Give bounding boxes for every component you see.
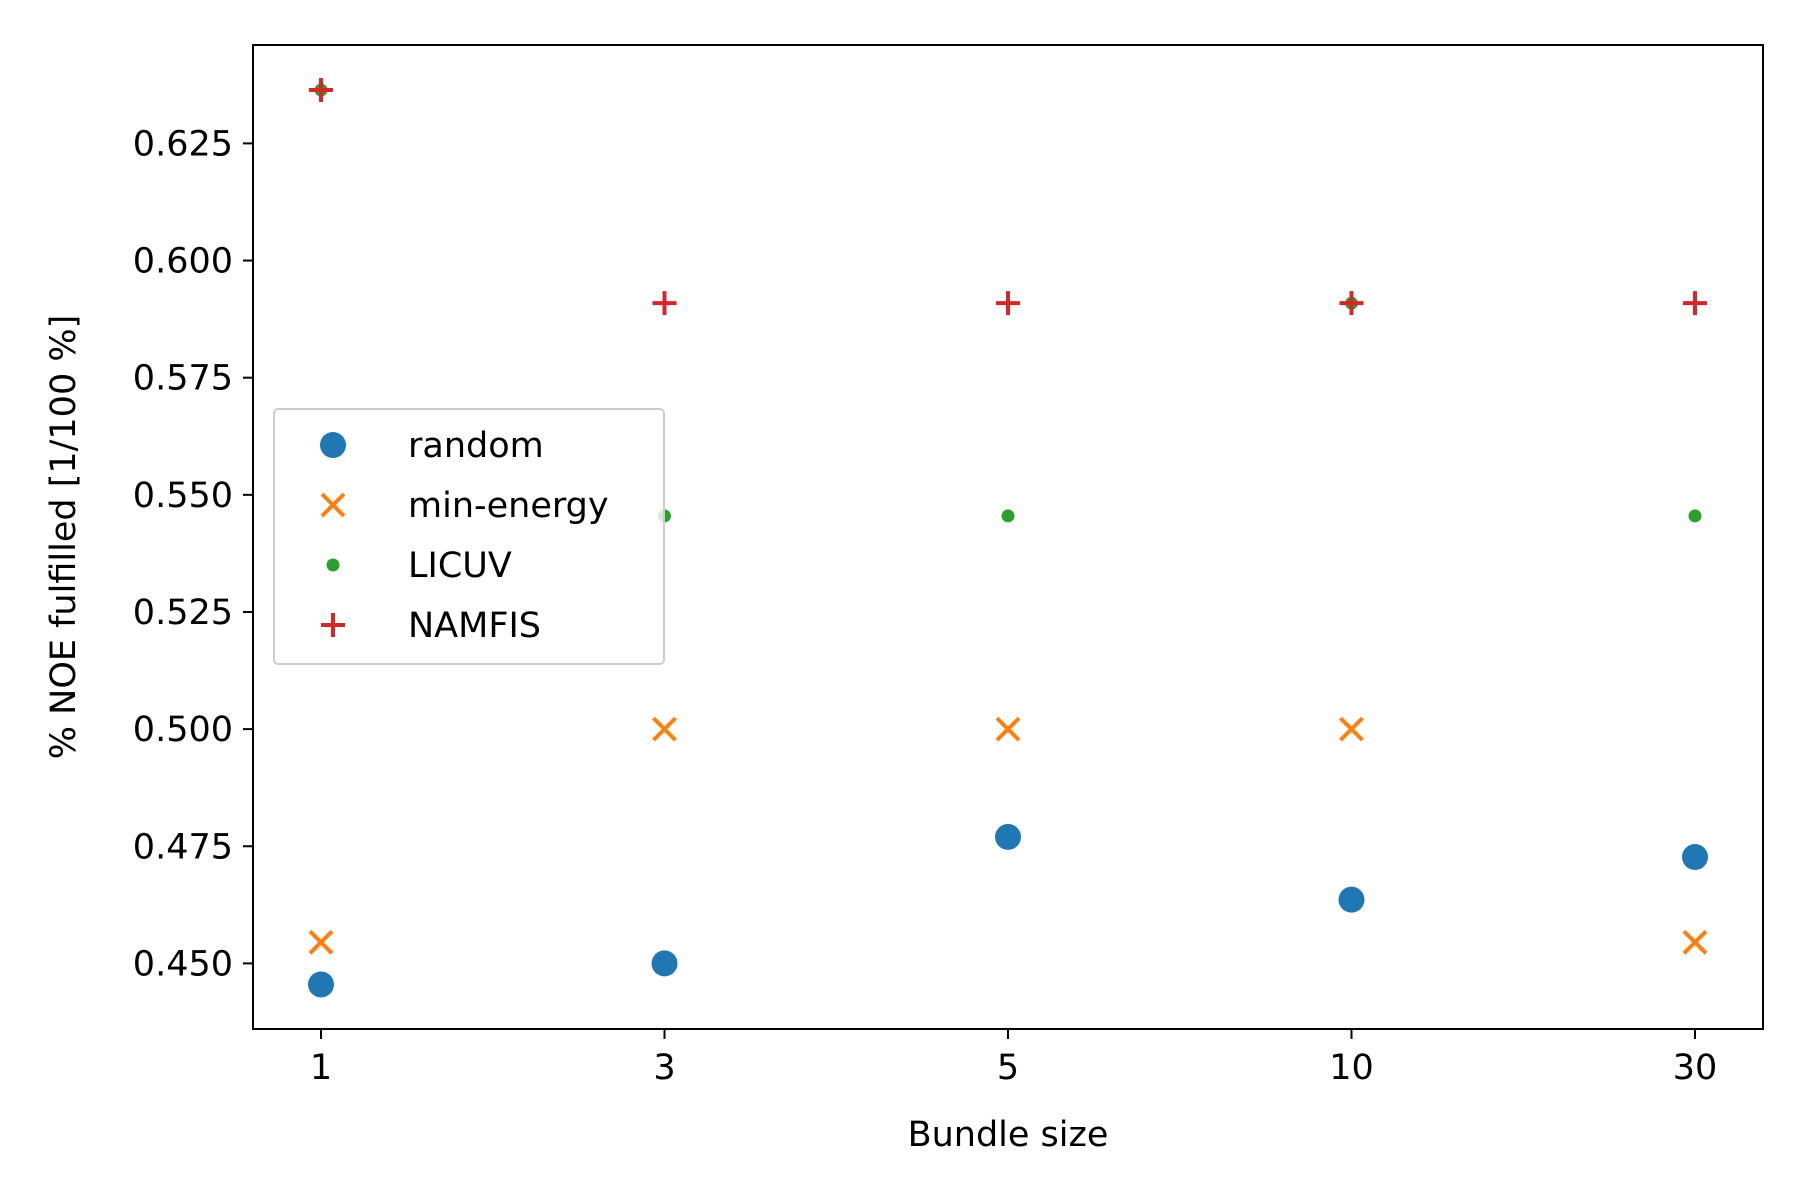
x-tick-label: 10 (1329, 1048, 1374, 1088)
legend-marker-namfis (321, 613, 345, 637)
data-point-random-10 (1338, 886, 1365, 913)
data-marks (308, 77, 1708, 998)
data-point-min-energy-10 (1339, 716, 1364, 742)
data-point-random-5 (995, 823, 1021, 850)
data-point-licuv-5 (1001, 509, 1015, 523)
data-point-random-3 (651, 950, 678, 977)
y-tick-label: 0.475 (133, 827, 233, 867)
data-point-namfis-30 (1683, 291, 1707, 316)
y-axis: 0.450 0.475 0.500 0.525 0.550 0.575 0.600 0.625 (133, 124, 253, 984)
legend-marker-random (320, 432, 346, 458)
data-point-namfis-3 (652, 291, 677, 316)
y-tick-label: 0.500 (133, 710, 233, 750)
data-point-min-energy-3 (652, 716, 677, 742)
data-point-licuv-30 (1688, 509, 1702, 523)
data-point-random-1 (308, 971, 334, 998)
legend-label-min-energy: min-energy (408, 486, 609, 526)
data-point-namfis-1 (309, 77, 333, 102)
y-tick-label: 0.550 (133, 476, 233, 516)
legend-label-namfis: NAMFIS (408, 606, 541, 646)
x-tick-label: 5 (997, 1048, 1019, 1088)
x-tick-label: 30 (1673, 1048, 1718, 1088)
y-tick-label: 0.600 (133, 242, 233, 282)
series-namfis (309, 77, 1707, 316)
y-tick-label: 0.625 (133, 124, 233, 164)
legend-label-random: random (408, 426, 544, 466)
x-tick-label: 1 (310, 1048, 332, 1088)
data-point-random-30 (1682, 844, 1708, 871)
data-point-namfis-5 (996, 291, 1020, 316)
legend-label-licuv: LICUV (408, 546, 512, 586)
legend-box (273, 408, 665, 665)
x-axis: 1 3 5 10 30 (310, 1029, 1717, 1088)
data-point-min-energy-5 (995, 716, 1021, 742)
series-min-energy (308, 716, 1708, 955)
y-axis-label: % NOE fulfilled [1/100 %] (44, 315, 84, 760)
legend-marker-licuv (326, 558, 340, 572)
data-point-namfis-10 (1339, 291, 1364, 316)
legend: random min-energy LICUV NAMFIS (273, 408, 665, 665)
y-tick-label: 0.450 (133, 944, 233, 984)
y-tick-label: 0.575 (133, 359, 233, 399)
legend-marker-min-energy (320, 492, 346, 518)
y-tick-label: 0.525 (133, 593, 233, 633)
x-tick-label: 3 (653, 1048, 675, 1088)
series-random (308, 823, 1708, 998)
x-axis-label: Bundle size (908, 1115, 1109, 1155)
data-point-min-energy-1 (308, 929, 334, 955)
data-point-min-energy-30 (1682, 929, 1708, 955)
